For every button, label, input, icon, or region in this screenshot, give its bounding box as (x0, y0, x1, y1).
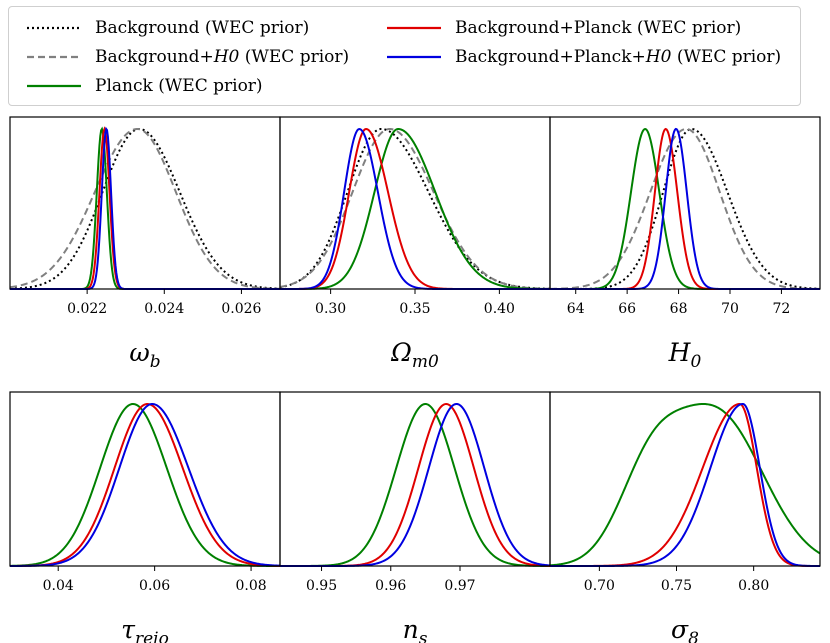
legend-item-background-planck-h0: Background+Planck+ H0 (WEC prior) (387, 45, 781, 69)
x-axis-label: Ωm0 (390, 338, 439, 372)
legend: Background (WEC prior) Background+ H0 (WE… (8, 6, 801, 106)
x-tick-label: 66 (618, 301, 636, 317)
x-tick-label: 0.30 (315, 301, 346, 317)
x-tick-label: 0.40 (484, 301, 515, 317)
curve-background-planck-h0 (10, 402, 281, 567)
x-tick-label: 0.80 (738, 578, 769, 594)
x-tick-label: 0.06 (139, 578, 170, 594)
curve-background-planck (10, 126, 280, 290)
legend-item-background-h0: Background+ H0 (WEC prior) (27, 45, 349, 69)
legend-line-background (27, 26, 81, 30)
x-tick-label: 0.04 (43, 578, 74, 594)
x-tick-label: 0.35 (399, 301, 430, 317)
curve-background-h0 (279, 127, 551, 290)
panel-frame (9, 391, 281, 567)
curve-background-h0 (549, 128, 821, 290)
curve-background (550, 127, 821, 290)
curve-background-planck (9, 402, 281, 567)
panel-3: 64 66 68 70 72 H0 (549, 116, 821, 372)
panel-frame (9, 116, 281, 290)
x-tick-label: 68 (670, 301, 688, 317)
x-tick-label: 70 (721, 301, 739, 317)
curve-background-planck (550, 402, 820, 567)
x-tick-label: 0.024 (144, 301, 184, 317)
x-tick-label: 0.08 (235, 578, 266, 594)
x-tick-label: 0.026 (221, 301, 261, 317)
x-tick-label: 0.022 (67, 301, 107, 317)
x-axis-label: σ8 (671, 615, 699, 643)
x-tick-label: 64 (567, 301, 585, 317)
panel-frame (549, 391, 821, 567)
legend-item-background: Background (WEC prior) (27, 16, 309, 40)
curve-planck (9, 402, 280, 567)
curve-planck (549, 403, 821, 567)
panel-frame (549, 116, 821, 290)
legend-line-background-h0 (27, 55, 81, 59)
x-tick-label: 0.95 (306, 578, 337, 594)
x-axis-label: ωb (129, 338, 160, 372)
curve-background-planck-h0 (280, 402, 551, 567)
panel-4: 0.04 0.06 0.08 τreio (9, 391, 281, 643)
curve-background-h0 (9, 127, 281, 290)
legend-item-background-planck: Background+Planck (WEC prior) (387, 16, 741, 40)
panel-6: 0.70 0.75 0.80 σ8 (549, 391, 821, 643)
curve-background (9, 127, 281, 290)
x-tick-label: 0.96 (375, 578, 406, 594)
x-tick-label: 0.75 (661, 578, 692, 594)
curve-planck (280, 127, 550, 290)
curve-background-planck (550, 127, 820, 290)
panel-1: 0.022 0.024 0.026 ωb (9, 116, 281, 372)
curve-background-planck-h0 (550, 127, 820, 290)
curve-planck (10, 126, 280, 290)
legend-line-planck (27, 84, 81, 88)
x-axis-label: H0 (668, 338, 702, 372)
x-tick-label: 0.97 (444, 578, 475, 594)
legend-item-planck: Planck (WEC prior) (27, 74, 263, 98)
curve-planck (550, 127, 820, 290)
x-tick-label: 72 (773, 301, 791, 317)
legend-line-background-planck-h0 (387, 55, 441, 59)
x-tick-label: 0.70 (584, 578, 615, 594)
curve-background-planck-h0 (10, 126, 280, 290)
panel-2: 0.30 0.35 0.40 Ωm0 (279, 116, 551, 372)
curve-background-planck-h0 (550, 402, 820, 567)
x-axis-label: τreio (121, 615, 169, 643)
panel-5: 0.95 0.96 0.97 ns (279, 391, 551, 643)
legend-line-background-planck (387, 26, 441, 30)
x-axis-label: ns (403, 615, 428, 643)
